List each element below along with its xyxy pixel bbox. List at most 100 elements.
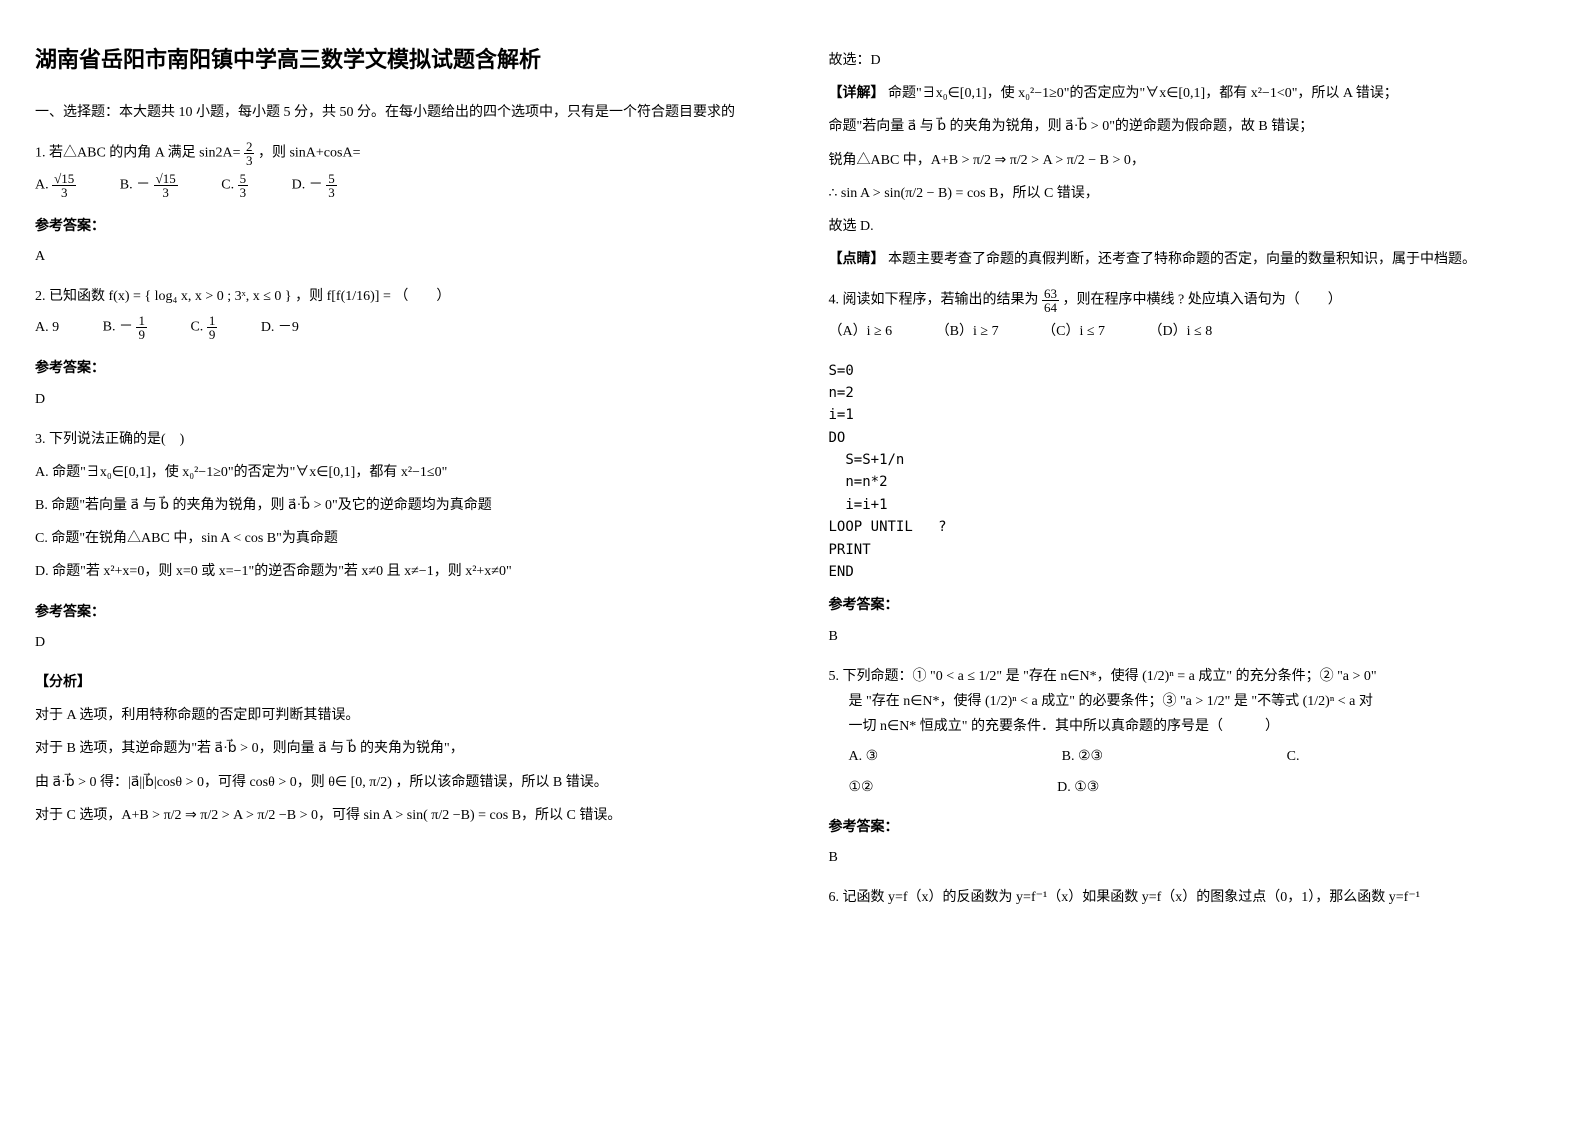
p2-opt-b-pre: B. － <box>103 320 133 335</box>
p4-c3: i=1 <box>829 407 854 423</box>
p3-opt-d: D. 命题"若 x²+x=0，则 x=0 或 x=−1"的逆否命题为"若 x≠0… <box>35 559 759 584</box>
p1-opt-d-num: 5 <box>326 172 337 186</box>
p1-frac-num: 2 <box>244 140 255 154</box>
p4-ref: B <box>829 624 1553 649</box>
problem-3: 3. 下列说法正确的是( ) A. 命题"∃x₀∈[0,1]，使 x₀²−1≥0… <box>35 427 759 585</box>
p4-frac: 63 64 <box>1042 287 1059 314</box>
p5-stem-b: 是 "存在 n∈N*，使得 (1/2)ⁿ < a 成立" 的必要条件；③ "a … <box>829 689 1553 714</box>
p3-ref: D <box>35 630 759 655</box>
p3-pi2-3: π/2 <box>257 808 275 823</box>
p2-opt-b-num: 1 <box>136 314 147 328</box>
p3-stem: 3. 下列说法正确的是( ) <box>35 427 759 452</box>
p5-ref: B <box>829 845 1553 870</box>
p5-stem-a: 5. 下列命题：① "0 < a ≤ 1/2" 是 "存在 n∈N*，使得 (1… <box>829 664 1553 689</box>
p3-analysis-a: 对于 A 选项，利用特称命题的否定即可判断其错误。 <box>35 703 759 728</box>
p1-opt-c-num: 5 <box>238 172 249 186</box>
col2-remark: 【点睛】 本题主要考查了命题的真假判断，还考查了特称命题的否定，向量的数量积知识… <box>829 247 1553 272</box>
p3-ref-label: 参考答案： <box>35 600 759 625</box>
p1-opt-d-pre: D. － <box>292 178 323 193</box>
p3-ac-b: ⇒ <box>185 808 200 823</box>
p3-ac-c: > A > <box>222 808 258 823</box>
p3-pi2-4: π/2 <box>431 808 449 823</box>
p3-opt-c: C. 命题"在锐角△ABC 中，sin A < cos B"为真命题 <box>35 526 759 551</box>
p2-opt-b-den: 9 <box>136 328 147 341</box>
p1-opt-b: B. － √153 <box>120 172 178 199</box>
col2-detail-label: 【详解】 <box>829 86 885 101</box>
p6-stem: 6. 记函数 y=f（x）的反函数为 y=f⁻¹（x）如果函数 y=f（x）的图… <box>829 890 1420 905</box>
p1-options: A. √153 B. － √153 C. 53 D. － 53 <box>35 172 759 199</box>
p2-opt-c-den: 9 <box>207 328 218 341</box>
p3-pi2-1: π/2 <box>164 808 182 823</box>
p4-options: （A）i ≥ 6 （B）i ≥ 7 （C）i ≤ 7 （D）i ≤ 8 <box>829 319 1553 344</box>
p4-c9: PRINT <box>829 542 871 558</box>
p2-opt-b: B. － 19 <box>103 314 147 341</box>
p4-opt-c: （C）i ≤ 7 <box>1042 319 1105 344</box>
p2-opt-c: C. 19 <box>190 314 217 341</box>
p2-opt-c-pre: C. <box>190 320 206 335</box>
p4-c5: S=S+1/n <box>829 452 905 468</box>
p3-bracket: [0, π/2) <box>351 775 392 790</box>
p4-c4: DO <box>829 430 846 446</box>
p4-c7: i=i+1 <box>829 497 888 513</box>
p4-stem-b: ，则在程序中横线 ? 处应填入语句为（ ） <box>1063 293 1342 308</box>
col2-detail-a: 命题"∃x₀∈[0,1]，使 x₀²−1≥0"的否定应为"∀x∈[0,1]，都有… <box>888 86 1398 101</box>
section-1-header: 一、选择题：本大题共 10 小题，每小题 5 分，共 50 分。在每小题给出的四… <box>35 100 759 125</box>
p1-ref: A <box>35 244 759 269</box>
p2-options: A. 9 B. － 19 C. 19 D. －9 <box>35 314 759 341</box>
p4-opt-a: （A）i ≥ 6 <box>829 319 893 344</box>
problem-4: 4. 阅读如下程序，若输出的结果为 63 64 ，则在程序中横线 ? 处应填入语… <box>829 287 1553 344</box>
p4-c10: END <box>829 564 854 580</box>
col2-remark-text: 本题主要考查了命题的真假判断，还考查了特称命题的否定，向量的数量积知识，属于中档… <box>888 252 1476 267</box>
p1-opt-c-pre: C. <box>221 178 237 193</box>
p5-ref-label: 参考答案： <box>829 815 1553 840</box>
p4-c8: LOOP UNTIL ? <box>829 519 964 535</box>
problem-6: 6. 记函数 y=f（x）的反函数为 y=f⁻¹（x）如果函数 y=f（x）的图… <box>829 885 1553 910</box>
p1-stem-b: ，则 sinA+cosA= <box>258 146 361 161</box>
col2-detail-c2: ∴ sin A > sin(π/2 − B) = cos B，所以 C 错误， <box>829 181 1553 206</box>
p1-opt-a-pre: A. <box>35 178 52 193</box>
p1-opt-b-den: 3 <box>154 186 178 199</box>
p1-opt-b-pre: B. － <box>120 178 150 193</box>
p4-c6: n=n*2 <box>829 474 888 490</box>
problem-2: 2. 已知函数 f(x) = { log₄ x, x > 0 ; 3ˣ, x ≤… <box>35 284 759 341</box>
p1-opt-c: C. 53 <box>221 172 248 199</box>
col2-line1: 故选：D <box>829 48 1553 73</box>
p3-opt-a: A. 命题"∃x₀∈[0,1]，使 x₀²−1≥0"的否定为"∀x∈[0,1]，… <box>35 460 759 485</box>
p4-code: S=0 n=2 i=1 DO S=S+1/n n=n*2 i=i+1 LOOP … <box>829 360 1553 584</box>
p1-frac: 2 3 <box>244 140 255 167</box>
p1-opt-c-den: 3 <box>238 186 249 199</box>
p1-opt-a-den: 3 <box>52 186 76 199</box>
p3-ac-e: −B) = cos B，所以 C 错误。 <box>453 808 622 823</box>
p4-ref-label: 参考答案： <box>829 593 1553 618</box>
problem-5: 5. 下列命题：① "0 < a ≤ 1/2" 是 "存在 n∈N*，使得 (1… <box>829 664 1553 800</box>
p4-stem-a: 4. 阅读如下程序，若输出的结果为 <box>829 293 1039 308</box>
p1-opt-d-den: 3 <box>326 186 337 199</box>
p2-ref-label: 参考答案： <box>35 356 759 381</box>
p5-options-1: A. ③ B. ②③ C. <box>829 744 1553 769</box>
p2-ref: D <box>35 387 759 412</box>
p3-analysis-b1: 对于 B 选项，其逆命题为"若 a⃗·b⃗ > 0，则向量 a⃗ 与 b⃗ 的夹… <box>35 736 759 761</box>
col2-detail: 【详解】 命题"∃x₀∈[0,1]，使 x₀²−1≥0"的否定应为"∀x∈[0,… <box>829 81 1553 106</box>
p1-opt-b-num: √15 <box>154 172 178 186</box>
p4-opt-b: （B）i ≥ 7 <box>936 319 999 344</box>
p3-analysis-c: 对于 C 选项，A+B > π/2 ⇒ π/2 > A > π/2 −B > 0… <box>35 803 759 828</box>
p5-opt-c: ①② <box>849 775 874 800</box>
p5-options-2: ①② D. ①③ <box>829 775 1553 800</box>
p5-opt-a: A. ③ <box>849 744 879 769</box>
p3-analysis-b2-a: 由 a⃗·b⃗ > 0 得：|a⃗||b⃗|cosθ > 0，可得 cosθ >… <box>35 775 347 790</box>
p5-stem-c: 一切 n∈N* 恒成立" 的充要条件．其中所以真命题的序号是（ ） <box>829 714 1553 739</box>
p1-opt-a: A. √153 <box>35 172 76 199</box>
p1-frac-den: 3 <box>244 154 255 167</box>
left-column: 湖南省岳阳市南阳镇中学高三数学文模拟试题含解析 一、选择题：本大题共 10 小题… <box>0 0 794 1122</box>
right-column: 故选：D 【详解】 命题"∃x₀∈[0,1]，使 x₀²−1≥0"的否定应为"∀… <box>794 0 1587 1122</box>
p2-stem: 2. 已知函数 f(x) = { log₄ x, x > 0 ; 3ˣ, x ≤… <box>35 284 759 309</box>
p2-opt-a: A. 9 <box>35 315 59 340</box>
p5-opt-b: B. ②③ <box>1062 744 1103 769</box>
p3-ac-a: 对于 C 选项，A+B > <box>35 808 164 823</box>
p2-opt-c-num: 1 <box>207 314 218 328</box>
p4-opt-d: （D）i ≤ 8 <box>1149 319 1213 344</box>
problem-1: 1. 若△ABC 的内角 A 满足 sin2A= 2 3 ，则 sinA+cos… <box>35 140 759 199</box>
col2-remark-label: 【点睛】 <box>829 252 885 267</box>
col2-detail-b: 命题"若向量 a⃗ 与 b⃗ 的夹角为锐角，则 a⃗·b⃗ > 0"的逆命题为假… <box>829 114 1553 139</box>
p4-frac-den: 64 <box>1042 301 1059 314</box>
